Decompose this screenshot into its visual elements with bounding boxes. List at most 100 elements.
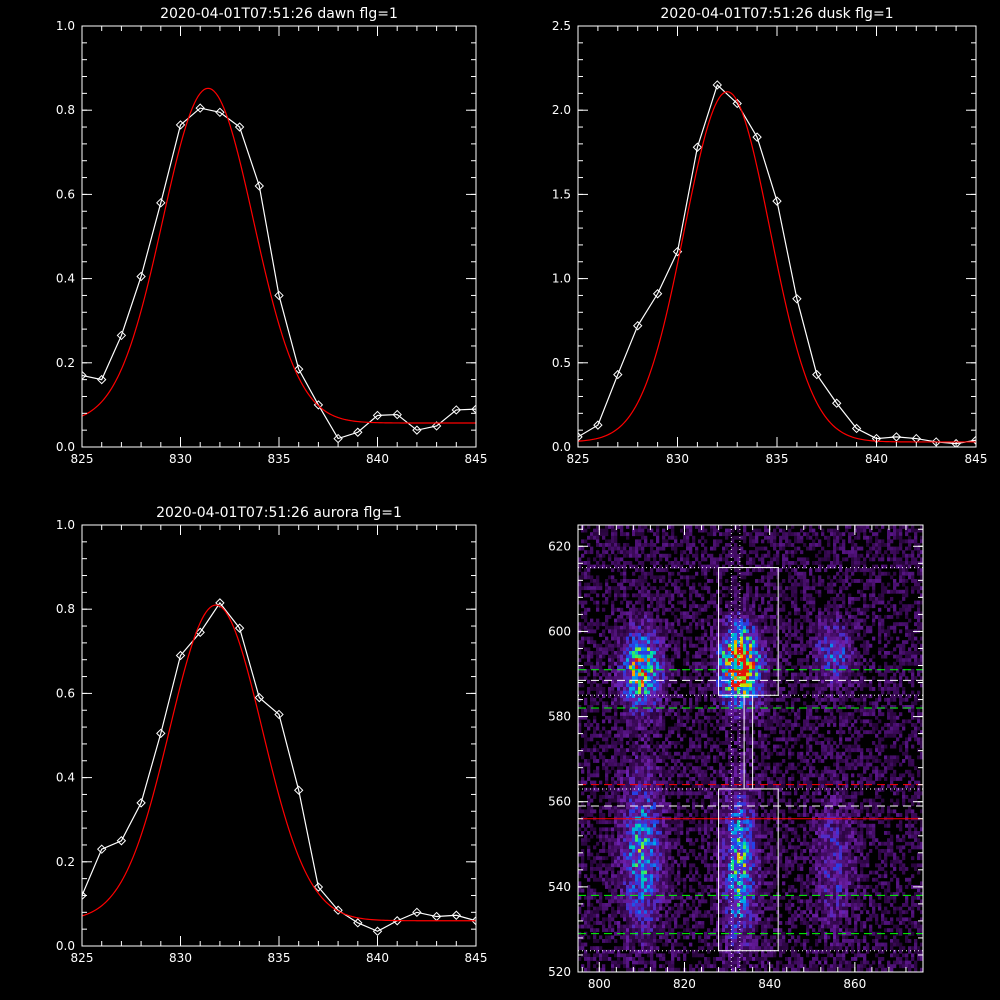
heatmap-cell [695, 615, 699, 619]
heatmap-cell [809, 600, 813, 605]
heatmap-cell [578, 715, 582, 720]
heatmap-cell [911, 633, 915, 637]
heatmap-cell [875, 615, 879, 619]
heatmap-cell [905, 676, 909, 681]
heatmap-cell [623, 661, 627, 666]
heatmap-cell [605, 600, 609, 605]
heatmap-cell [836, 683, 840, 688]
heatmap-cell [644, 661, 648, 666]
heatmap-cell [749, 611, 753, 616]
heatmap-cell [677, 636, 681, 641]
heatmap-cell [701, 622, 705, 627]
heatmap-cell [647, 604, 651, 609]
heatmap-cell [848, 730, 852, 735]
heatmap-cell [668, 607, 672, 612]
heatmap-cell [620, 557, 624, 562]
heatmap-cell [839, 611, 843, 616]
heatmap-cell [869, 582, 873, 587]
heatmap-cell [785, 615, 789, 619]
heatmap-cell [662, 597, 666, 601]
heatmap-cell [638, 575, 642, 580]
heatmap-cell [872, 723, 876, 727]
heatmap-cell [689, 744, 693, 749]
heatmap-cell [848, 611, 852, 616]
heatmap-cell [794, 600, 798, 605]
heatmap-cell [743, 669, 747, 673]
heatmap-cell [920, 730, 923, 735]
heatmap-cell [863, 535, 867, 540]
heatmap-cell [626, 654, 630, 659]
heatmap-cell [590, 651, 594, 655]
heatmap-cell [614, 597, 618, 601]
heatmap-cell [857, 697, 861, 702]
heatmap-cell [734, 640, 738, 645]
heatmap-cell [902, 571, 906, 576]
heatmap-cell [704, 683, 708, 688]
heatmap-cell [662, 672, 666, 677]
heatmap-cell [782, 532, 786, 537]
heatmap-cell [857, 525, 861, 529]
heatmap-cell [866, 712, 870, 717]
heatmap-cell [749, 618, 753, 623]
heatmap-cell [746, 715, 750, 720]
heatmap-cell [773, 546, 777, 551]
data-point [116, 836, 127, 846]
heatmap-cell [734, 658, 738, 663]
heatmap-cell [629, 640, 633, 645]
heatmap-cell [626, 730, 630, 735]
heatmap-cell [881, 672, 885, 677]
heatmap-cell [608, 575, 612, 580]
heatmap-cell [731, 593, 735, 598]
heatmap-cell [851, 651, 855, 655]
heatmap-cell [665, 697, 669, 702]
heatmap-cell [647, 589, 651, 594]
heatmap-cell [731, 633, 735, 637]
heatmap-cell [716, 705, 720, 709]
heatmap-cell [758, 676, 762, 681]
heatmap-cell [905, 719, 909, 724]
heatmap-cell [917, 611, 921, 616]
heatmap-cell [665, 737, 669, 742]
heatmap-cell [710, 676, 714, 681]
heatmap-cell [638, 676, 642, 681]
heatmap-cell [698, 669, 702, 673]
heatmap-cell [674, 615, 678, 619]
heatmap-cell [653, 633, 657, 637]
heatmap-cell [743, 715, 747, 720]
heatmap-cell [668, 705, 672, 709]
heatmap-cell [746, 679, 750, 684]
heatmap-cell [872, 568, 876, 573]
heatmap-cell [755, 723, 759, 727]
heatmap-cell [671, 694, 675, 699]
heatmap-cell [623, 683, 627, 688]
heatmap-cell [641, 744, 645, 749]
heatmap-cell [671, 535, 675, 540]
heatmap-cell [758, 658, 762, 663]
heatmap-cell [629, 607, 633, 612]
heatmap-cell [848, 672, 852, 677]
heatmap-cell [749, 535, 753, 540]
heatmap-cell [626, 694, 630, 699]
heatmap-cell [737, 525, 741, 529]
heatmap-cell [857, 611, 861, 616]
heatmap-cell [689, 604, 693, 609]
heatmap-cell [698, 708, 702, 713]
heatmap-cell [860, 687, 864, 691]
heatmap-cell [602, 640, 606, 645]
heatmap-cell [626, 633, 630, 637]
heatmap-cell [908, 604, 912, 609]
heatmap-cell [809, 669, 813, 673]
heatmap-cell [662, 546, 666, 551]
heatmap-cell [794, 737, 798, 742]
heatmap-cell [779, 726, 783, 731]
heatmap-cell [851, 607, 855, 612]
heatmap-cell [809, 571, 813, 576]
heatmap-cell [773, 615, 777, 619]
heatmap-cell [758, 532, 762, 537]
heatmap-cell [782, 546, 786, 551]
heatmap-cell [761, 586, 765, 591]
heatmap-cell [650, 690, 654, 695]
heatmap-cell [773, 535, 777, 540]
heatmap-cell [767, 712, 771, 717]
heatmap-cell [662, 579, 666, 583]
